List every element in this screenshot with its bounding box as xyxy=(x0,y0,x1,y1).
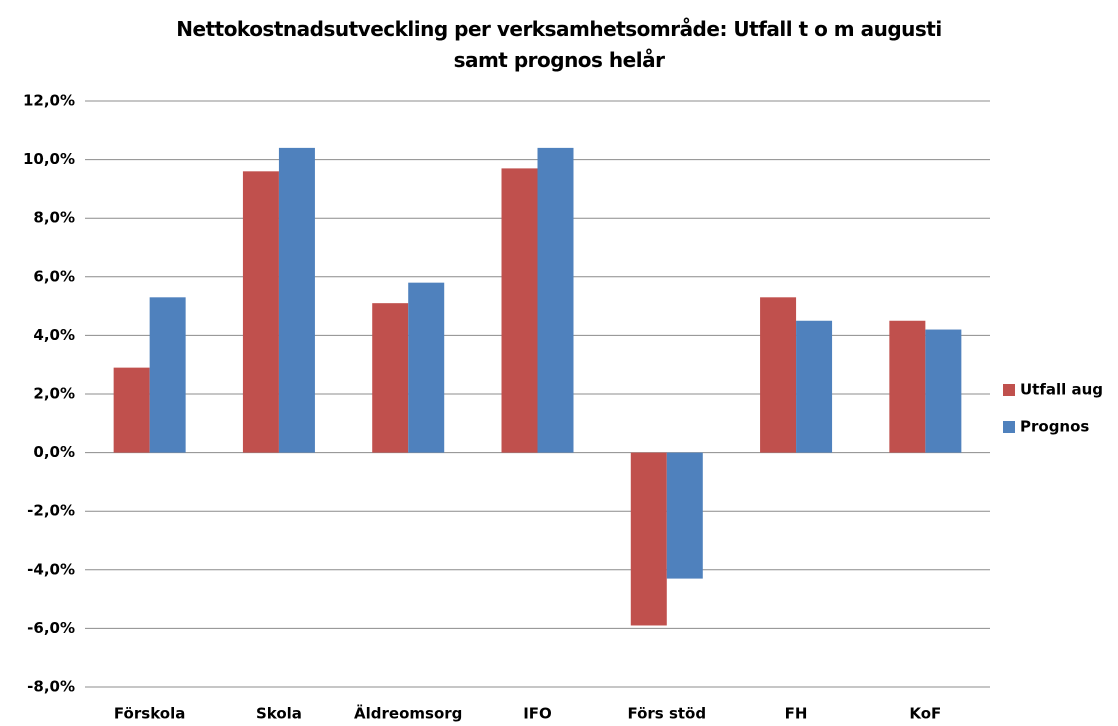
bar xyxy=(113,367,150,453)
x-tick-label: KoF xyxy=(909,705,941,723)
x-tick-label: Förs stöd xyxy=(627,705,706,723)
y-tick-label: -6,0% xyxy=(27,619,75,637)
bar xyxy=(278,147,315,453)
y-tick-label: 12,0% xyxy=(23,92,75,110)
x-tick-label: FH xyxy=(785,705,808,723)
bar xyxy=(537,147,574,453)
y-tick-label: 10,0% xyxy=(23,150,75,168)
x-tick-label: Förskola xyxy=(114,705,185,723)
y-tick-label: 8,0% xyxy=(33,209,75,227)
bar xyxy=(149,297,186,453)
y-tick-label: 0,0% xyxy=(33,443,75,461)
bar xyxy=(760,297,797,453)
y-tick-label: -8,0% xyxy=(27,678,75,696)
y-tick-label: 2,0% xyxy=(33,385,75,403)
x-tick-label: Äldreomsorg xyxy=(354,704,462,723)
bar xyxy=(372,303,409,453)
legend-label: Prognos xyxy=(1020,418,1089,436)
legend-label: Utfall aug xyxy=(1020,381,1103,399)
x-tick-label: IFO xyxy=(523,705,552,723)
bar xyxy=(501,168,538,453)
bar xyxy=(408,282,445,453)
y-tick-label: -2,0% xyxy=(27,502,75,520)
y-tick-label: 4,0% xyxy=(33,326,75,344)
bar xyxy=(796,320,833,453)
bar xyxy=(889,320,926,453)
y-tick-label: -4,0% xyxy=(27,560,75,578)
legend-swatch xyxy=(1003,421,1015,433)
chart-title: Nettokostnadsutveckling per verksamhetso… xyxy=(176,17,942,72)
y-tick-label: 6,0% xyxy=(33,267,75,285)
bar xyxy=(630,452,667,626)
bar xyxy=(242,171,279,453)
bar xyxy=(925,329,962,453)
legend-swatch xyxy=(1003,384,1015,396)
bar xyxy=(666,452,703,579)
x-tick-label: Skola xyxy=(256,705,302,723)
